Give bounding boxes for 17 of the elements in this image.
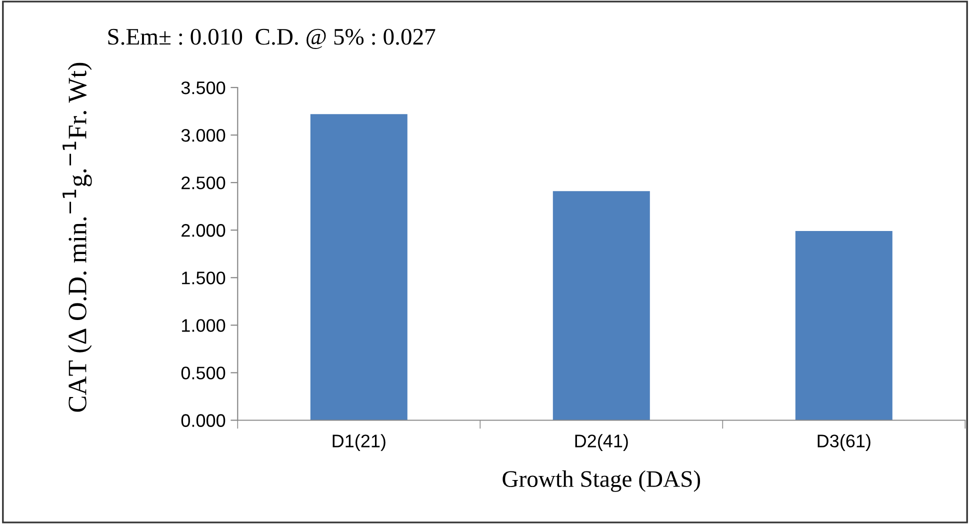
y-tick-label: 1.500 [182,272,226,284]
x-axis-title: Growth Stage (DAS) [502,470,700,492]
bar [795,231,892,420]
y-tick-label: 2.500 [182,176,226,190]
y-tick-label: 3.500 [181,81,226,94]
y-tick-label: 3.000 [181,128,226,142]
x-tick-label: D2(41) [575,434,628,451]
text: S.Em± : 0.010 C.D. @ 5% : 0.027 [108,28,436,50]
y-tick-label: 0.500 [181,366,226,380]
y-tick-label: 1.000 [182,319,226,332]
bar [310,114,408,420]
y-axis-title: CAT (Δ O.D. min.$^{−1}$g.$^{−1}$Fr. Wt) [62,62,92,412]
x-tick-label: D3(61) [818,434,870,451]
x-tick-label: D1(21) [332,434,386,451]
y-tick-label: 2.000 [182,224,226,237]
bar [552,191,650,420]
y-tick-label: 0.000 [181,414,226,427]
